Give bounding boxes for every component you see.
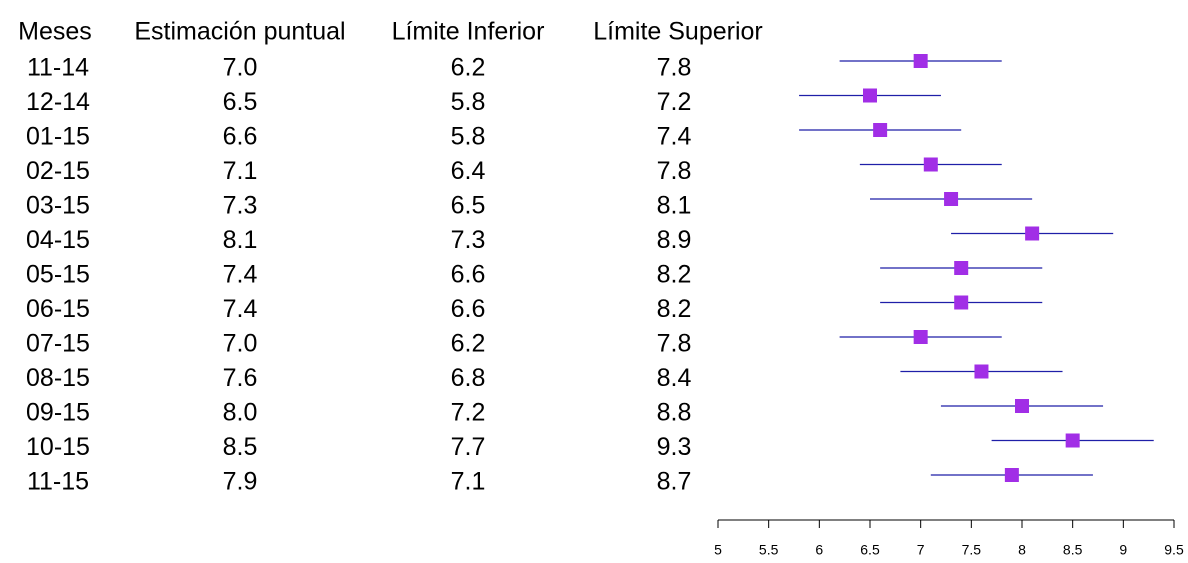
table-rows: 11-14 7.0 6.2 7.8 12-14 6.5 5.8 7.2 01-15 6.6 5.8 7… (26, 54, 1154, 496)
upper-label: 7.4 (657, 123, 692, 151)
upper-label: 8.2 (657, 261, 692, 289)
x-tick-label: 8 (1018, 542, 1026, 558)
estimate-label: 8.0 (223, 399, 258, 427)
upper-label: 8.2 (657, 295, 692, 323)
upper-label: 8.4 (657, 364, 692, 392)
table-row: 06-15 7.4 6.6 8.2 (26, 295, 1043, 323)
table-row: 07-15 7.0 6.2 7.8 (26, 330, 1002, 358)
table-row: 02-15 7.1 6.4 7.8 (26, 157, 1002, 185)
x-tick-label: 6.5 (860, 542, 880, 558)
month-label: 10-15 (26, 433, 90, 461)
table-row: 11-15 7.9 7.1 8.7 (27, 468, 1093, 496)
estimate-label: 6.6 (223, 123, 258, 151)
column-header: Límite Inferior (392, 18, 545, 46)
x-tick-label: 6 (815, 542, 823, 558)
column-header: Estimación puntual (134, 18, 345, 46)
upper-label: 7.8 (657, 157, 692, 185)
table-row: 01-15 6.6 5.8 7.4 (26, 123, 962, 151)
month-label: 09-15 (26, 399, 90, 427)
upper-label: 8.1 (657, 192, 692, 220)
point-estimate-marker (1065, 433, 1080, 448)
point-estimate-marker (954, 295, 969, 310)
lower-label: 6.2 (451, 330, 486, 358)
month-label: 11-14 (27, 54, 89, 82)
estimate-label: 7.1 (223, 157, 258, 185)
table-row: 08-15 7.6 6.8 8.4 (26, 364, 1063, 392)
column-header: Límite Superior (593, 18, 763, 46)
upper-label: 7.8 (657, 54, 692, 82)
point-estimate-marker (1015, 399, 1029, 413)
lower-label: 7.3 (451, 226, 486, 254)
lower-label: 7.1 (451, 468, 486, 496)
upper-label: 7.2 (657, 88, 692, 116)
table-row: 10-15 8.5 7.7 9.3 (26, 433, 1154, 461)
table-headers: Meses Estimación puntual Límite Inferior Lí… (18, 18, 763, 46)
lower-label: 7.2 (451, 399, 486, 427)
lower-label: 6.5 (451, 192, 486, 220)
upper-label: 8.7 (657, 468, 692, 496)
estimate-label: 8.1 (223, 226, 258, 254)
estimate-label: 7.4 (223, 261, 258, 289)
month-label: 04-15 (26, 226, 90, 254)
point-estimate-marker (913, 330, 928, 344)
table-row: 05-15 7.4 6.6 8.2 (26, 261, 1043, 289)
point-estimate-marker (913, 54, 928, 68)
point-estimate-marker (1004, 468, 1019, 482)
month-label: 03-15 (26, 192, 90, 220)
estimate-label: 8.5 (223, 433, 258, 461)
column-header: Meses (18, 18, 92, 46)
upper-label: 7.8 (657, 330, 692, 358)
point-estimate-marker (1025, 226, 1040, 241)
estimate-label: 6.5 (223, 88, 258, 116)
month-label: 06-15 (26, 295, 90, 323)
table-row: 11-14 7.0 6.2 7.8 (27, 54, 1002, 82)
point-estimate-marker (863, 88, 877, 103)
month-label: 08-15 (26, 364, 90, 392)
lower-label: 5.8 (451, 123, 486, 151)
point-estimate-marker (974, 364, 989, 379)
x-tick-label: 5.5 (759, 542, 779, 558)
lower-label: 5.8 (451, 88, 486, 116)
estimate-label: 7.3 (223, 192, 258, 220)
x-tick-label: 7 (917, 542, 925, 558)
table-row: 09-15 8.0 7.2 8.8 (26, 399, 1104, 427)
x-tick-label: 8.5 (1063, 542, 1083, 558)
lower-label: 6.4 (451, 157, 486, 185)
x-axis: 5 5.5 6 6.5 7 7.5 8 8.5 9 9.5 (714, 519, 1184, 558)
point-estimate-marker (954, 261, 969, 275)
x-tick-label: 9 (1119, 542, 1127, 558)
point-estimate-marker (944, 192, 959, 206)
upper-label: 8.8 (657, 399, 692, 427)
month-label: 07-15 (26, 330, 90, 358)
x-tick-label: 5 (714, 542, 722, 558)
estimate-label: 7.9 (223, 468, 258, 496)
table-row: 12-14 6.5 5.8 7.2 (26, 88, 941, 116)
upper-label: 9.3 (657, 433, 692, 461)
lower-label: 6.6 (451, 261, 486, 289)
upper-label: 8.9 (657, 226, 692, 254)
estimate-label: 7.6 (223, 364, 258, 392)
lower-label: 6.2 (451, 54, 486, 82)
table-row: 03-15 7.3 6.5 8.1 (26, 192, 1033, 220)
point-estimate-marker (873, 123, 888, 137)
lower-label: 6.8 (451, 364, 486, 392)
x-tick-label: 9.5 (1164, 542, 1184, 558)
month-label: 11-15 (27, 468, 89, 496)
month-label: 01-15 (26, 123, 90, 151)
estimate-label: 7.0 (223, 54, 258, 82)
table-row: 04-15 8.1 7.3 8.9 (26, 226, 1114, 254)
month-label: 12-14 (26, 88, 90, 116)
x-tick-label: 7.5 (962, 542, 982, 558)
month-label: 05-15 (26, 261, 90, 289)
estimate-label: 7.0 (223, 330, 258, 358)
point-estimate-marker (923, 157, 938, 172)
lower-label: 6.6 (451, 295, 486, 323)
lower-label: 7.7 (451, 433, 486, 461)
month-label: 02-15 (26, 157, 90, 185)
estimate-label: 7.4 (223, 295, 258, 323)
